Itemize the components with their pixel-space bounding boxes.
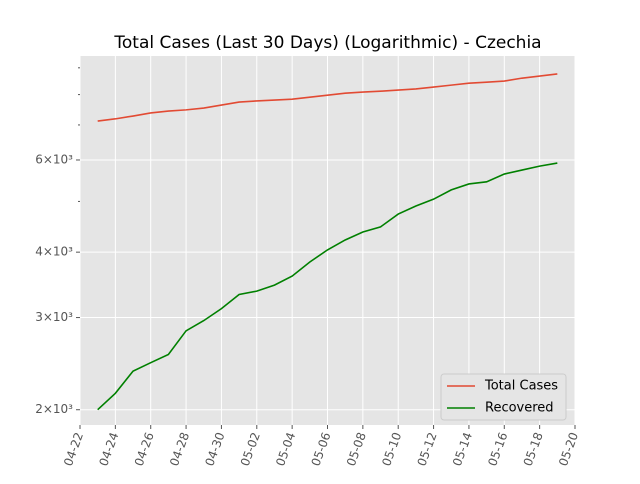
line-series xyxy=(97,73,558,122)
legend-label: Recovered xyxy=(485,401,554,416)
x-tick-label: 05-08 xyxy=(344,430,369,468)
x-tick-label: 04-24 xyxy=(96,430,121,468)
x-tick-label: 05-20 xyxy=(556,430,581,468)
x-tick-label: 05-04 xyxy=(273,430,298,468)
x-tick-label: 05-10 xyxy=(379,430,404,468)
legend-label: Total Cases xyxy=(484,379,558,394)
x-tick-label: 05-16 xyxy=(485,430,510,468)
x-tick-label: 05-18 xyxy=(521,430,546,468)
y-tick-label: 4×10³ xyxy=(35,245,73,259)
x-tick-label: 04-22 xyxy=(61,430,86,468)
chart-title: Total Cases (Last 30 Days) (Logarithmic)… xyxy=(113,33,541,53)
x-tick-label: 05-14 xyxy=(450,430,475,468)
y-tick-label: 2×10³ xyxy=(35,402,73,416)
x-tick-label: 05-12 xyxy=(415,430,440,468)
line-series xyxy=(97,162,558,411)
y-tick-label: 3×10³ xyxy=(35,310,73,324)
x-tick-label: 05-02 xyxy=(238,430,263,468)
x-tick-label: 05-06 xyxy=(309,430,334,468)
x-tick-label: 04-28 xyxy=(167,430,192,468)
x-tick-label: 04-30 xyxy=(202,430,227,468)
y-tick-label: 6×10³ xyxy=(35,152,73,166)
x-tick-label: 04-26 xyxy=(132,430,157,468)
